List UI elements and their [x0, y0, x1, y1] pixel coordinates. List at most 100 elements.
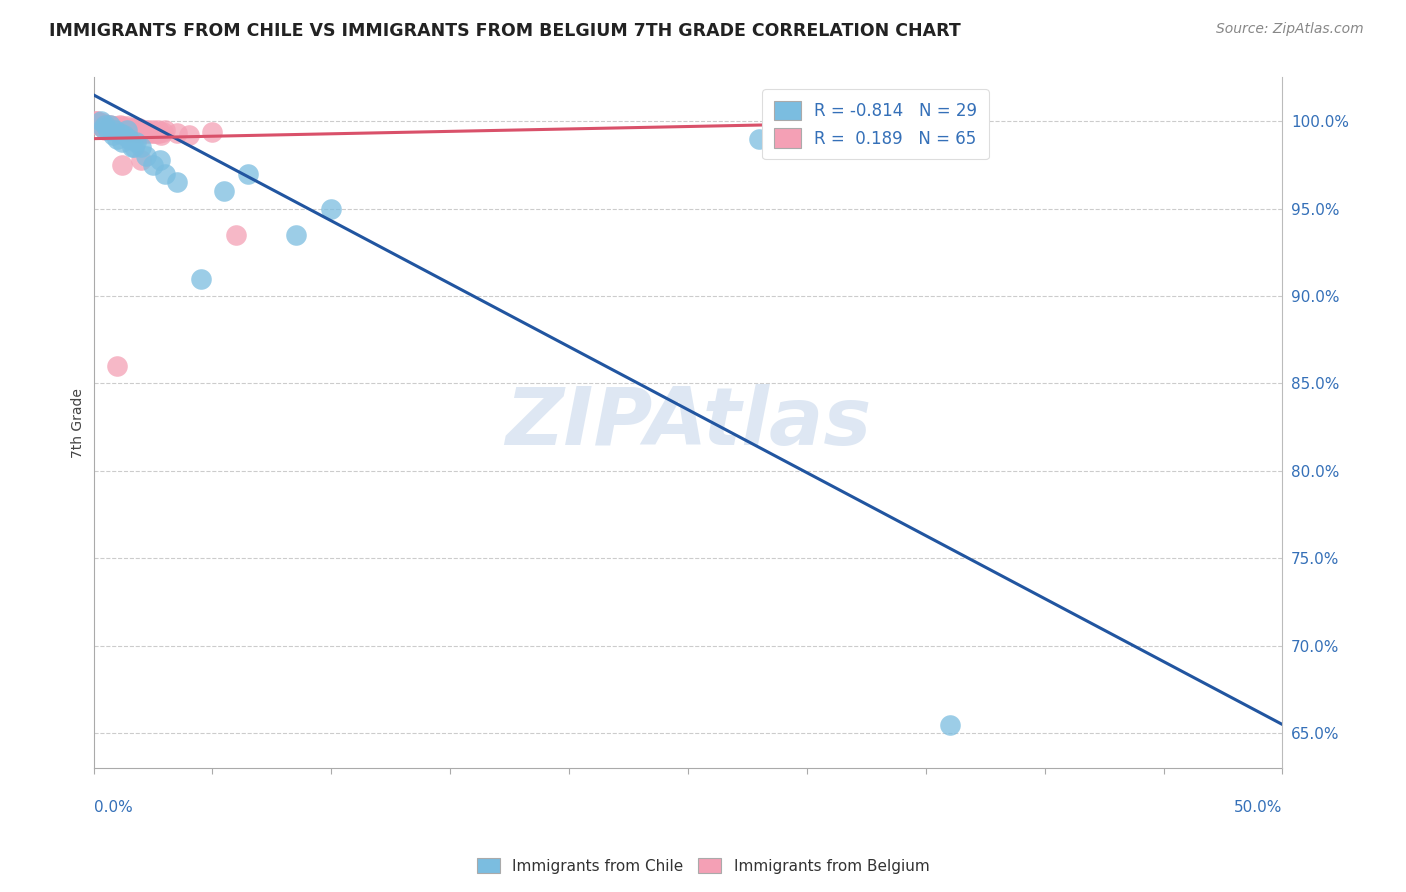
Point: [98, 118, 121, 132]
Point: [115, 123, 138, 137]
Point: [90, 118, 112, 132]
Point: [90, 120, 112, 134]
Y-axis label: 7th Grade: 7th Grade: [72, 388, 86, 458]
Point: [105, 120, 128, 134]
Point: [236, 167, 259, 181]
Point: [145, 127, 167, 141]
Point: [146, 123, 169, 137]
Text: 50.0%: 50.0%: [1234, 800, 1282, 814]
Legend: Immigrants from Chile, Immigrants from Belgium: Immigrants from Chile, Immigrants from B…: [471, 852, 935, 880]
Point: [87, 118, 110, 132]
Point: [121, 123, 143, 137]
Point: [107, 121, 129, 136]
Point: [166, 127, 188, 141]
Point: [135, 149, 157, 163]
Point: [225, 227, 247, 242]
Point: [108, 127, 131, 141]
Point: [166, 175, 188, 189]
Point: [105, 359, 128, 373]
Point: [93, 118, 115, 132]
Point: [153, 123, 176, 137]
Point: [98, 118, 121, 132]
Point: [114, 121, 136, 136]
Point: [214, 184, 236, 198]
Point: [149, 153, 172, 167]
Point: [132, 127, 155, 141]
Point: [105, 131, 128, 145]
Point: [148, 127, 170, 141]
Point: [98, 121, 121, 136]
Point: [122, 140, 145, 154]
Point: [142, 158, 165, 172]
Point: [177, 128, 200, 143]
Point: [89, 116, 111, 130]
Point: [101, 128, 124, 143]
Point: [115, 120, 138, 134]
Point: [91, 121, 114, 136]
Point: [138, 125, 160, 139]
Point: [136, 123, 159, 137]
Point: [111, 120, 134, 134]
Point: [97, 123, 120, 137]
Point: [118, 131, 141, 145]
Text: 0.0%: 0.0%: [94, 800, 132, 814]
Text: Source: ZipAtlas.com: Source: ZipAtlas.com: [1216, 22, 1364, 37]
Point: [284, 227, 307, 242]
Point: [139, 127, 162, 141]
Point: [124, 121, 146, 136]
Point: [129, 140, 152, 154]
Point: [153, 167, 176, 181]
Point: [111, 158, 134, 172]
Point: [150, 128, 173, 143]
Point: [122, 125, 145, 139]
Point: [118, 121, 141, 136]
Point: [105, 123, 128, 137]
Point: [127, 125, 149, 139]
Point: [128, 121, 150, 136]
Point: [129, 153, 152, 167]
Point: [117, 125, 139, 139]
Point: [101, 120, 124, 134]
Legend: R = -0.814   N = 29, R =  0.189   N = 65: R = -0.814 N = 29, R = 0.189 N = 65: [762, 89, 988, 160]
Point: [120, 123, 142, 137]
Point: [96, 118, 118, 132]
Point: [121, 140, 143, 154]
Text: IMMIGRANTS FROM CHILE VS IMMIGRANTS FROM BELGIUM 7TH GRADE CORRELATION CHART: IMMIGRANTS FROM CHILE VS IMMIGRANTS FROM…: [49, 22, 960, 40]
Point: [90, 114, 112, 128]
Point: [142, 123, 165, 137]
Point: [125, 135, 148, 149]
Point: [938, 717, 960, 731]
Point: [131, 125, 153, 139]
Point: [190, 271, 212, 285]
Point: [141, 125, 163, 139]
Point: [110, 123, 132, 137]
Point: [94, 118, 117, 132]
Point: [104, 123, 127, 137]
Point: [145, 125, 167, 139]
Point: [91, 116, 114, 130]
Point: [86, 114, 108, 128]
Point: [136, 127, 159, 141]
Point: [97, 120, 120, 134]
Point: [149, 125, 172, 139]
Point: [104, 121, 127, 136]
Point: [114, 128, 136, 143]
Point: [748, 131, 770, 145]
Point: [152, 125, 174, 139]
Point: [114, 123, 136, 137]
Point: [129, 123, 152, 137]
Point: [111, 135, 134, 149]
Point: [108, 118, 131, 132]
Point: [84, 114, 107, 128]
Text: ZIPAtlas: ZIPAtlas: [505, 384, 872, 462]
Point: [321, 202, 343, 216]
Point: [143, 127, 166, 141]
Point: [94, 123, 117, 137]
Point: [100, 123, 122, 137]
Point: [125, 123, 148, 137]
Point: [135, 125, 157, 139]
Point: [129, 127, 152, 141]
Point: [134, 123, 156, 137]
Point: [103, 123, 125, 137]
Point: [112, 123, 135, 137]
